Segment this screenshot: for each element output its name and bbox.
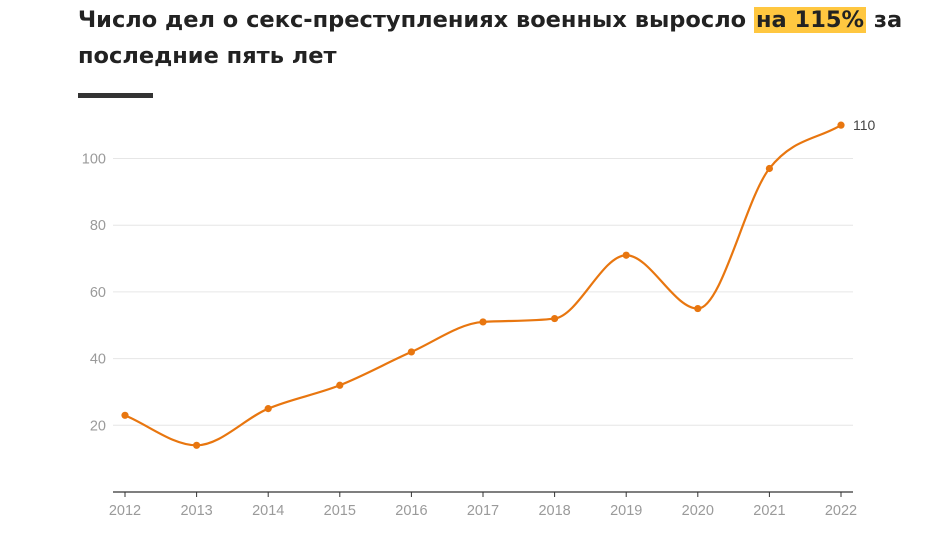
- title-highlight: на 115%: [753, 7, 867, 33]
- title-text-end: за последние пять лет: [78, 7, 903, 69]
- chart-title: Число дел о секс-преступлениях военных в…: [78, 2, 938, 74]
- y-tick-label: 100: [82, 152, 106, 168]
- title-underline-bar: [78, 93, 153, 98]
- data-point: [336, 381, 344, 389]
- x-axis-ticks: 2012 2013 2014 2015 2016 2017 2018 2019 2020 2021…: [109, 492, 857, 519]
- gridlines: [113, 158, 853, 426]
- y-tick-label: 80: [90, 218, 106, 234]
- x-tick-label: 2018: [538, 503, 570, 519]
- y-tick-label: 40: [90, 352, 106, 368]
- end-value-label: 110: [853, 117, 876, 133]
- data-point: [407, 348, 415, 356]
- y-axis-ticks: 20 40 60 80 100: [82, 152, 106, 435]
- x-tick-label: 2016: [395, 503, 427, 519]
- data-point: [121, 411, 129, 419]
- title-text-start: Число дел о секс-преступлениях военных в…: [78, 7, 754, 33]
- x-tick-label: 2021: [753, 503, 785, 519]
- data-point: [765, 164, 774, 173]
- data-point: [551, 314, 559, 323]
- data-point: [837, 121, 845, 129]
- y-tick-label: 60: [90, 285, 106, 301]
- x-tick-label: 2013: [180, 503, 212, 519]
- x-tick-label: 2015: [324, 503, 356, 519]
- x-tick-label: 2017: [467, 503, 499, 519]
- x-tick-label: 2014: [252, 503, 284, 519]
- data-point: [264, 405, 272, 413]
- x-tick-label: 2022: [825, 503, 857, 519]
- data-point: [193, 441, 201, 449]
- x-tick-label: 2012: [109, 503, 141, 519]
- y-tick-label: 20: [90, 418, 106, 434]
- x-tick-label: 2019: [610, 503, 642, 519]
- data-point: [479, 318, 487, 326]
- series-line: [123, 124, 843, 447]
- data-point: [622, 251, 630, 259]
- data-points: [121, 121, 845, 449]
- data-point: [694, 304, 702, 313]
- x-tick-label: 2020: [682, 503, 714, 519]
